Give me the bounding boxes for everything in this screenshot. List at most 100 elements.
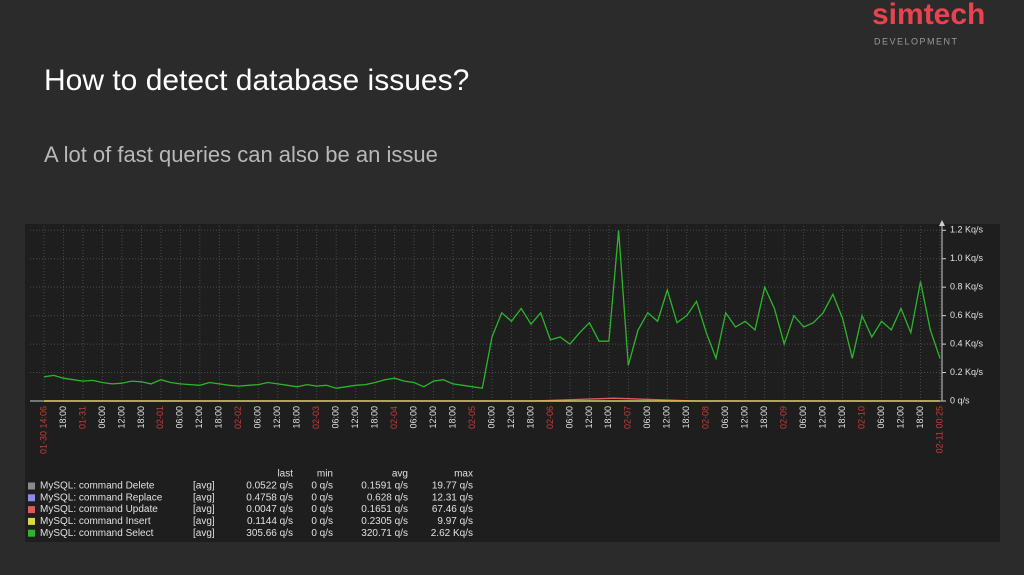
y-tick-label: 0 q/s [950,395,970,405]
y-tick-label: 1.2 Kq/s [950,225,984,235]
legend-stat: 0.1144 q/s [247,516,293,527]
chart-panel [25,224,1000,542]
x-tick-label: 12:00 [350,406,360,429]
y-tick-label: 0.6 Kq/s [950,310,984,320]
legend-stat: 9.97 q/s [437,516,473,527]
x-tick-label: 06:00 [564,406,574,429]
x-tick-label: 06:00 [408,406,418,429]
x-tick-label: 02-09 [779,406,789,429]
x-tick-label: 12:00 [895,406,905,429]
x-tick-label: 01-31 [77,406,87,429]
legend-stat: 0 q/s [311,481,333,492]
slide-title: How to detect database issues? [44,64,469,97]
logo: simtech [872,0,985,31]
x-tick-label: 06:00 [642,406,652,429]
x-tick-label: 12:00 [584,406,594,429]
x-tick-label: 12:00 [116,406,126,429]
x-tick-label: 01-30 14:06 [38,406,48,454]
legend-stat: 0 q/s [311,516,333,527]
x-tick-label: 18:00 [759,406,769,429]
x-tick-label: 06:00 [253,406,263,429]
y-tick-label: 0.4 Kq/s [950,338,984,348]
x-tick-label: 12:00 [662,406,672,429]
x-tick-label: 12:00 [740,406,750,429]
legend-function: [avg] [193,528,215,539]
legend-swatch [28,506,35,514]
legend-stat: 12.31 q/s [432,492,473,503]
legend-stat: 0 q/s [311,492,333,503]
legend-stat: 2.62 Kq/s [431,528,473,539]
x-tick-label: 18:00 [525,406,535,429]
legend-function: [avg] [193,481,215,492]
x-tick-label: 02-07 [623,406,633,429]
legend-function: [avg] [193,504,215,515]
legend-header: last [277,469,293,480]
x-tick-label: 02-06 [545,406,555,429]
legend-stat: 0 q/s [311,528,333,539]
x-tick-label: 18:00 [214,406,224,429]
x-tick-label: 06:00 [97,406,107,429]
x-tick-label: 12:00 [506,406,516,429]
series-line [43,230,941,389]
x-tick-label: 02-01 [155,406,165,429]
x-tick-label: 12:00 [194,406,204,429]
legend-stat: 0.4758 q/s [246,492,293,503]
x-tick-label: 18:00 [292,406,302,429]
x-tick-label: 06:00 [720,406,730,429]
x-tick-label: 12:00 [272,406,282,429]
x-tick-label: 06:00 [876,406,886,429]
legend-stat: 320.71 q/s [361,528,408,539]
y-axis-arrow [939,220,945,226]
x-tick-label: 02-08 [701,406,711,429]
legend-stat: 0 q/s [311,504,333,515]
legend-stat: 305.66 q/s [246,528,293,539]
y-tick-label: 0.8 Kq/s [950,282,984,292]
x-tick-label: 06:00 [486,406,496,429]
y-tick-label: 1.0 Kq/s [950,253,984,263]
legend-stat: 0.1651 q/s [361,504,408,515]
logo-tagline: DEVELOPMENT [874,36,959,46]
legend-stat: 0.1591 q/s [361,481,408,492]
x-tick-label: 06:00 [175,406,185,429]
legend-swatch [28,494,35,502]
x-tick-label: 02-10 [856,406,866,429]
legend-name: MySQL: command Update [40,504,158,515]
x-tick-label: 06:00 [331,406,341,429]
legend-function: [avg] [193,492,215,503]
legend-header: max [454,469,473,480]
legend-name: MySQL: command Select [40,528,154,539]
x-tick-label: 02-03 [311,406,321,429]
legend-stat: 0.0522 q/s [246,481,293,492]
slide-subtitle: A lot of fast queries can also be an iss… [44,142,438,167]
x-tick-label: 02-04 [389,406,399,429]
legend-header: min [317,469,333,480]
legend-stat: 19.77 q/s [432,481,473,492]
legend-swatch [28,482,35,490]
x-tick-label: 18:00 [58,406,68,429]
y-tick-label: 0.2 Kq/s [950,367,984,377]
legend-stat: 67.46 q/s [432,504,473,515]
legend-swatch [28,517,35,525]
legend-stat: 0.2305 q/s [361,516,408,527]
x-tick-label: 18:00 [136,406,146,429]
x-tick-label: 18:00 [915,406,925,429]
chart: 0 q/s 0.2 Kq/s 0.4 Kq/s 0.6 Kq/s 0.8 Kq/s 1.0… [28,220,984,539]
x-tick-label: 12:00 [428,406,438,429]
x-tick-label: 12:00 [818,406,828,429]
x-tick-label: 18:00 [447,406,457,429]
legend-name: MySQL: command Replace [40,492,163,503]
legend-stat: 0.628 q/s [367,492,408,503]
legend-swatch [28,529,35,537]
x-tick-label: 18:00 [681,406,691,429]
legend-stat: 0.0047 q/s [246,504,293,515]
legend-name: MySQL: command Delete [40,481,155,492]
legend-header: avg [392,469,408,480]
x-tick-label: 18:00 [603,406,613,429]
x-tick-label: 18:00 [370,406,380,429]
legend-name: MySQL: command Insert [40,516,151,527]
x-tick-label: 02-02 [233,406,243,429]
x-tick-label: 02-11 00:25 [934,406,944,453]
legend-function: [avg] [193,516,215,527]
